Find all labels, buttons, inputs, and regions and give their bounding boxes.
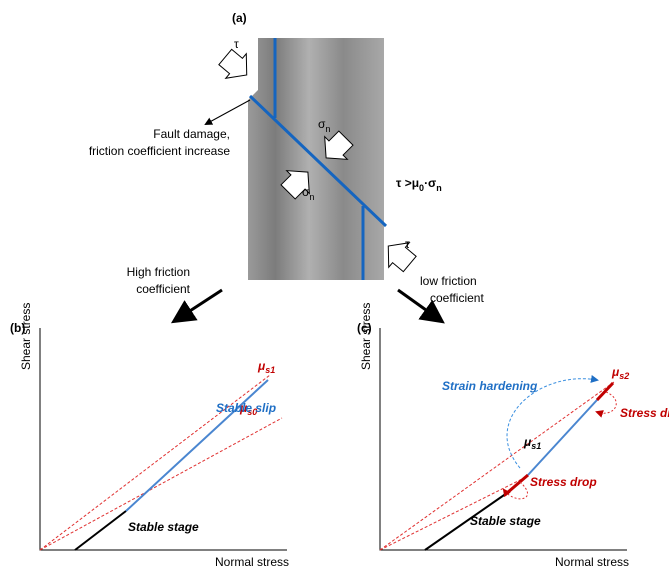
subscript: n bbox=[325, 124, 330, 134]
axis-title: Shear stress bbox=[359, 303, 373, 370]
mu-label: μs1 bbox=[257, 359, 275, 375]
stress-arrow bbox=[378, 234, 420, 277]
subscript: n bbox=[436, 183, 442, 193]
subscript: n bbox=[309, 192, 314, 202]
annotation: Strain hardening bbox=[442, 379, 538, 393]
hardening-line bbox=[528, 400, 597, 475]
annotation: Stable slip bbox=[216, 401, 276, 415]
pointer bbox=[206, 100, 250, 124]
annotation: Stable stage bbox=[128, 520, 199, 534]
note: friction coefficient increase bbox=[89, 144, 231, 158]
stable-slip-line bbox=[126, 380, 268, 511]
axis-title: Normal stress bbox=[215, 555, 289, 569]
annotation: Stable stage bbox=[470, 514, 541, 528]
annotation: Stress drop bbox=[620, 406, 669, 420]
panel-label: (a) bbox=[232, 11, 247, 25]
stress-drop-segment bbox=[597, 383, 613, 400]
subscript: s2 bbox=[619, 371, 629, 381]
text: ·σ bbox=[424, 176, 436, 190]
stress-arrow bbox=[215, 45, 257, 88]
text: τ >μ bbox=[396, 176, 419, 190]
stable-stage-line bbox=[75, 511, 126, 550]
stress-drop-segment bbox=[507, 475, 528, 493]
subscript: s1 bbox=[531, 441, 541, 451]
condition: τ >μ0·σn bbox=[396, 176, 442, 193]
mu-label: μs1 bbox=[523, 435, 541, 451]
annotation: Stress drop bbox=[530, 475, 597, 489]
mu-label: μs2 bbox=[611, 365, 629, 381]
figure: (a) τ τ σn σn Fault damage, friction coe… bbox=[0, 0, 669, 573]
tau-label: τ bbox=[405, 237, 410, 251]
branch-label: High friction bbox=[127, 265, 190, 279]
axis-title: Normal stress bbox=[555, 555, 629, 569]
note: Fault damage, bbox=[153, 127, 230, 141]
axes bbox=[40, 328, 287, 550]
friction-line bbox=[380, 476, 528, 550]
branch-label: coefficient bbox=[136, 282, 190, 296]
subscript: s1 bbox=[265, 365, 275, 375]
axis-title: Shear stress bbox=[19, 303, 33, 370]
tau-label: τ bbox=[234, 37, 239, 51]
branch-label: low friction bbox=[420, 274, 477, 288]
branch-label: coefficient bbox=[430, 291, 484, 305]
